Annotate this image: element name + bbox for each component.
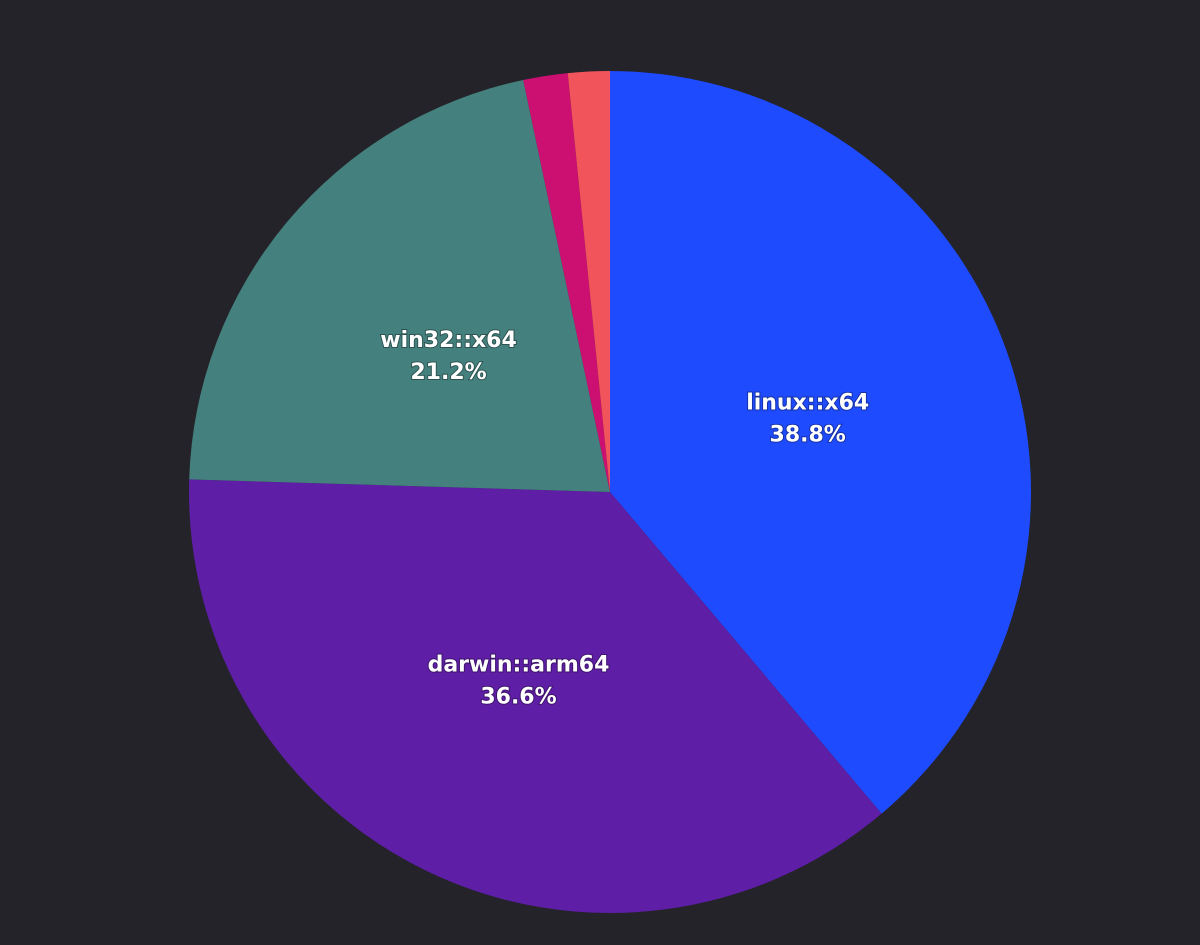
- slice-value: 21.2%: [410, 360, 486, 385]
- pie-slice: [567, 71, 610, 492]
- slice-label: darwin::arm64: [428, 653, 610, 678]
- slice-label: win32::x64: [380, 328, 517, 353]
- pie-slice: [523, 73, 610, 492]
- slice-label: linux::x64: [746, 391, 869, 416]
- pie-slice: [189, 80, 610, 493]
- pie-slice: [189, 479, 882, 914]
- slice-value: 38.8%: [770, 423, 846, 448]
- slice-value: 36.6%: [480, 685, 556, 710]
- pie-slice: [610, 71, 1032, 814]
